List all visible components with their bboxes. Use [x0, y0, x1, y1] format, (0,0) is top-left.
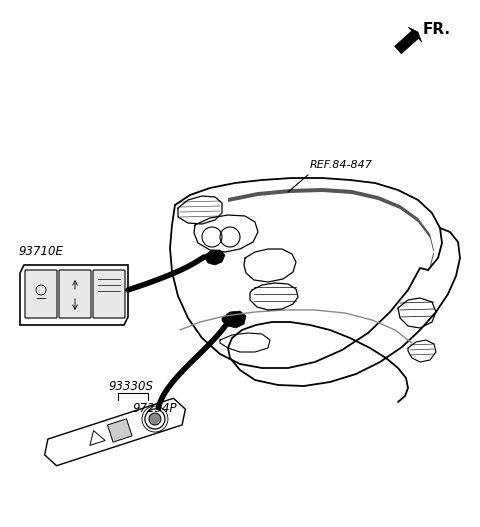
FancyBboxPatch shape — [59, 270, 91, 318]
Polygon shape — [228, 188, 434, 269]
Text: 97254P: 97254P — [132, 402, 177, 415]
Text: FR.: FR. — [423, 22, 451, 37]
Polygon shape — [395, 27, 422, 54]
Text: 93330S: 93330S — [108, 380, 153, 393]
Polygon shape — [20, 265, 128, 325]
Text: REF.84-847: REF.84-847 — [310, 160, 373, 170]
Polygon shape — [222, 311, 246, 328]
Polygon shape — [108, 419, 132, 442]
FancyBboxPatch shape — [93, 270, 125, 318]
Circle shape — [149, 413, 161, 425]
Polygon shape — [205, 250, 225, 265]
Circle shape — [145, 409, 165, 429]
Polygon shape — [45, 398, 185, 466]
Text: 93710E: 93710E — [18, 245, 63, 258]
Polygon shape — [90, 431, 105, 445]
FancyBboxPatch shape — [25, 270, 57, 318]
